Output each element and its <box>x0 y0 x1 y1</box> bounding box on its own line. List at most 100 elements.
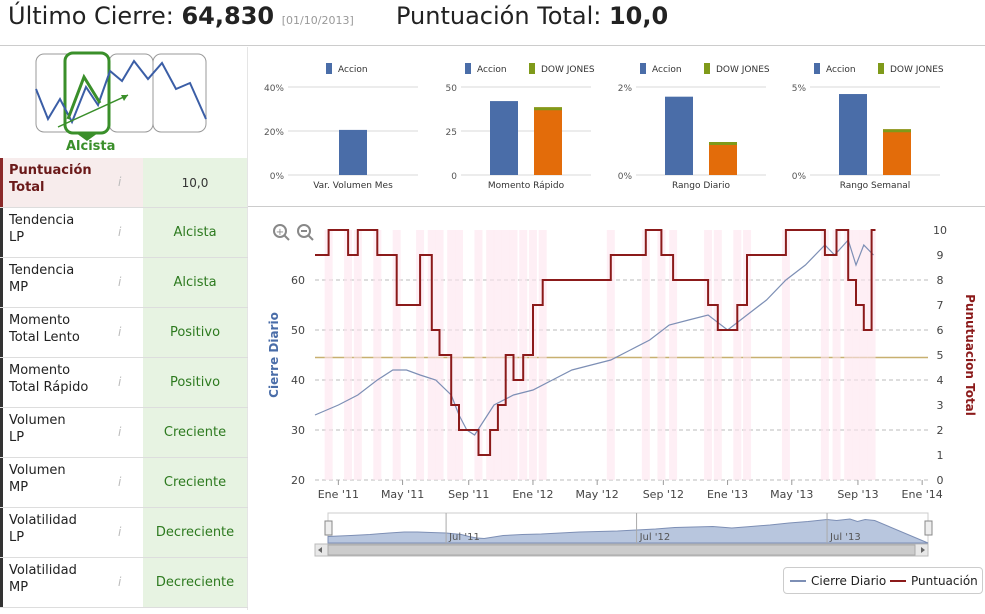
total-score-label: Puntuación Total: <box>396 2 602 30</box>
score-change-band <box>538 230 547 480</box>
indicator-row: Volumen LP i Creciente <box>0 408 248 458</box>
x-tick-label: May '12 <box>576 488 619 501</box>
right-tick-label: 6 <box>937 324 944 337</box>
x-tick-label: Ene '12 <box>512 488 553 501</box>
score-change-band <box>781 230 790 480</box>
scrollbar-thumb[interactable] <box>327 544 916 556</box>
indicator-label-line2: MP <box>9 480 29 495</box>
bar-dow-jones <box>709 142 737 175</box>
navigator-handle-right[interactable] <box>924 520 933 536</box>
info-icon[interactable]: i <box>118 575 122 589</box>
score-change-band <box>486 230 495 480</box>
x-axis-label: Rango Semanal <box>840 181 911 191</box>
score-change-band <box>743 230 752 480</box>
indicator-label-line1: Puntuación <box>9 163 92 178</box>
right-tick-label: 5 <box>937 349 944 362</box>
legend-label: DOW JONES <box>541 65 595 75</box>
zoom-out-handle <box>307 234 314 241</box>
legend-swatch <box>529 63 535 74</box>
y-tick-label: 0% <box>270 172 285 182</box>
bar-dow-jones-cap <box>883 129 911 133</box>
trend-indicator <box>0 47 248 157</box>
indicator-label-line2: Total Lento <box>9 330 80 345</box>
legend-item-score[interactable]: Puntuación <box>890 574 978 588</box>
scroll-left-arrow-icon[interactable] <box>318 547 322 553</box>
legend-close-label: Cierre Diario <box>811 574 887 588</box>
score-change-band <box>344 230 353 480</box>
x-tick-label: May '13 <box>770 488 813 501</box>
total-score-value: 10,0 <box>608 2 669 30</box>
navigator-handle-left[interactable] <box>324 520 333 536</box>
right-tick-label: 0 <box>937 474 944 487</box>
left-axis-title: Cierre Diario <box>267 312 281 398</box>
info-icon[interactable]: i <box>118 525 122 539</box>
indicator-label-line1: Volatilidad <box>9 563 77 578</box>
zoom-out-icon[interactable] <box>297 224 314 241</box>
x-tick-label: Ene '13 <box>707 488 748 501</box>
info-icon[interactable]: i <box>118 225 122 239</box>
x-axis-label: Momento Rápido <box>488 181 565 191</box>
score-change-band <box>392 230 401 480</box>
info-icon[interactable]: i <box>118 325 122 339</box>
right-tick-label: 4 <box>937 374 944 387</box>
trend-active-line-icon <box>66 73 102 120</box>
zoom-in-plus: + <box>276 227 284 238</box>
info-icon[interactable]: i <box>118 475 122 489</box>
indicator-row: Volatilidad LP i Decreciente <box>0 508 248 558</box>
info-icon[interactable]: i <box>118 275 122 289</box>
bar-accion <box>665 96 693 175</box>
indicator-value: Alcista <box>143 208 247 257</box>
indicator-row: Volatilidad MP i Decreciente <box>0 558 248 608</box>
indicator-label-line2: Total <box>9 180 45 195</box>
zoom-in-icon[interactable]: + <box>273 224 290 241</box>
info-icon[interactable]: i <box>118 425 122 439</box>
x-tick-label: Sep '12 <box>643 488 684 501</box>
x-tick-label: Sep '13 <box>837 488 878 501</box>
x-tick-label: Sep '11 <box>448 488 489 501</box>
navigator-series <box>327 518 929 544</box>
info-icon[interactable]: i <box>118 375 122 389</box>
score-change-band <box>373 230 382 480</box>
score-change-band <box>474 230 483 480</box>
indicator-value: Creciente <box>143 458 247 507</box>
indicator-label-line1: Volatilidad <box>9 513 77 528</box>
indicator-label-line1: Momento <box>9 363 71 378</box>
score-change-band <box>867 230 876 480</box>
indicator-value: Alcista <box>143 258 247 307</box>
scroll-right-arrow-icon[interactable] <box>921 547 925 553</box>
last-close-heading: Último Cierre: 64,830 [01/10/2013] <box>8 2 354 30</box>
last-close-value: 64,830 <box>181 2 275 30</box>
legend-swatch <box>878 63 884 74</box>
legend-score-label: Puntuación <box>911 574 978 588</box>
trend-line-icon <box>35 59 207 125</box>
legend-swatch <box>814 63 820 74</box>
indicator-value: Creciente <box>143 408 247 457</box>
score-change-band <box>416 230 425 480</box>
right-tick-label: 2 <box>937 424 944 437</box>
header: Último Cierre: 64,830 [01/10/2013] Puntu… <box>0 0 985 46</box>
indicator-label: Volatilidad MP <box>0 558 143 607</box>
indicator-label-line2: MP <box>9 580 29 595</box>
bar-dow-jones-cap <box>709 142 737 145</box>
indicator-row: Tendencia MP i Alcista <box>0 258 248 308</box>
indicator-label-line1: Momento <box>9 313 71 328</box>
navigator-tick-label: Jul '13 <box>829 532 861 543</box>
indicator-value: 10,0 <box>143 158 247 207</box>
score-change-band <box>641 230 650 480</box>
x-axis-label: Var. Volumen Mes <box>313 181 393 191</box>
legend-swatch <box>465 63 471 74</box>
y-tick-label: 5% <box>792 84 807 94</box>
indicator-row: Puntuación Total i 10,0 <box>0 158 248 208</box>
bar-dow-jones-cap <box>534 107 562 111</box>
left-divider <box>247 47 248 610</box>
y-tick-label: 50 <box>446 84 458 94</box>
info-icon[interactable]: i <box>118 175 122 189</box>
indicator-value: Decreciente <box>143 508 247 557</box>
score-change-band <box>455 230 464 480</box>
indicator-label-line1: Volumen <box>9 463 66 478</box>
series-cierre-diario <box>314 238 874 436</box>
legend-item-close[interactable]: Cierre Diario <box>790 574 886 588</box>
left-tick-label: 60 <box>291 274 305 287</box>
navigator-tick-label: Jul '12 <box>639 532 671 543</box>
indicator-label: Volumen LP <box>0 408 143 457</box>
